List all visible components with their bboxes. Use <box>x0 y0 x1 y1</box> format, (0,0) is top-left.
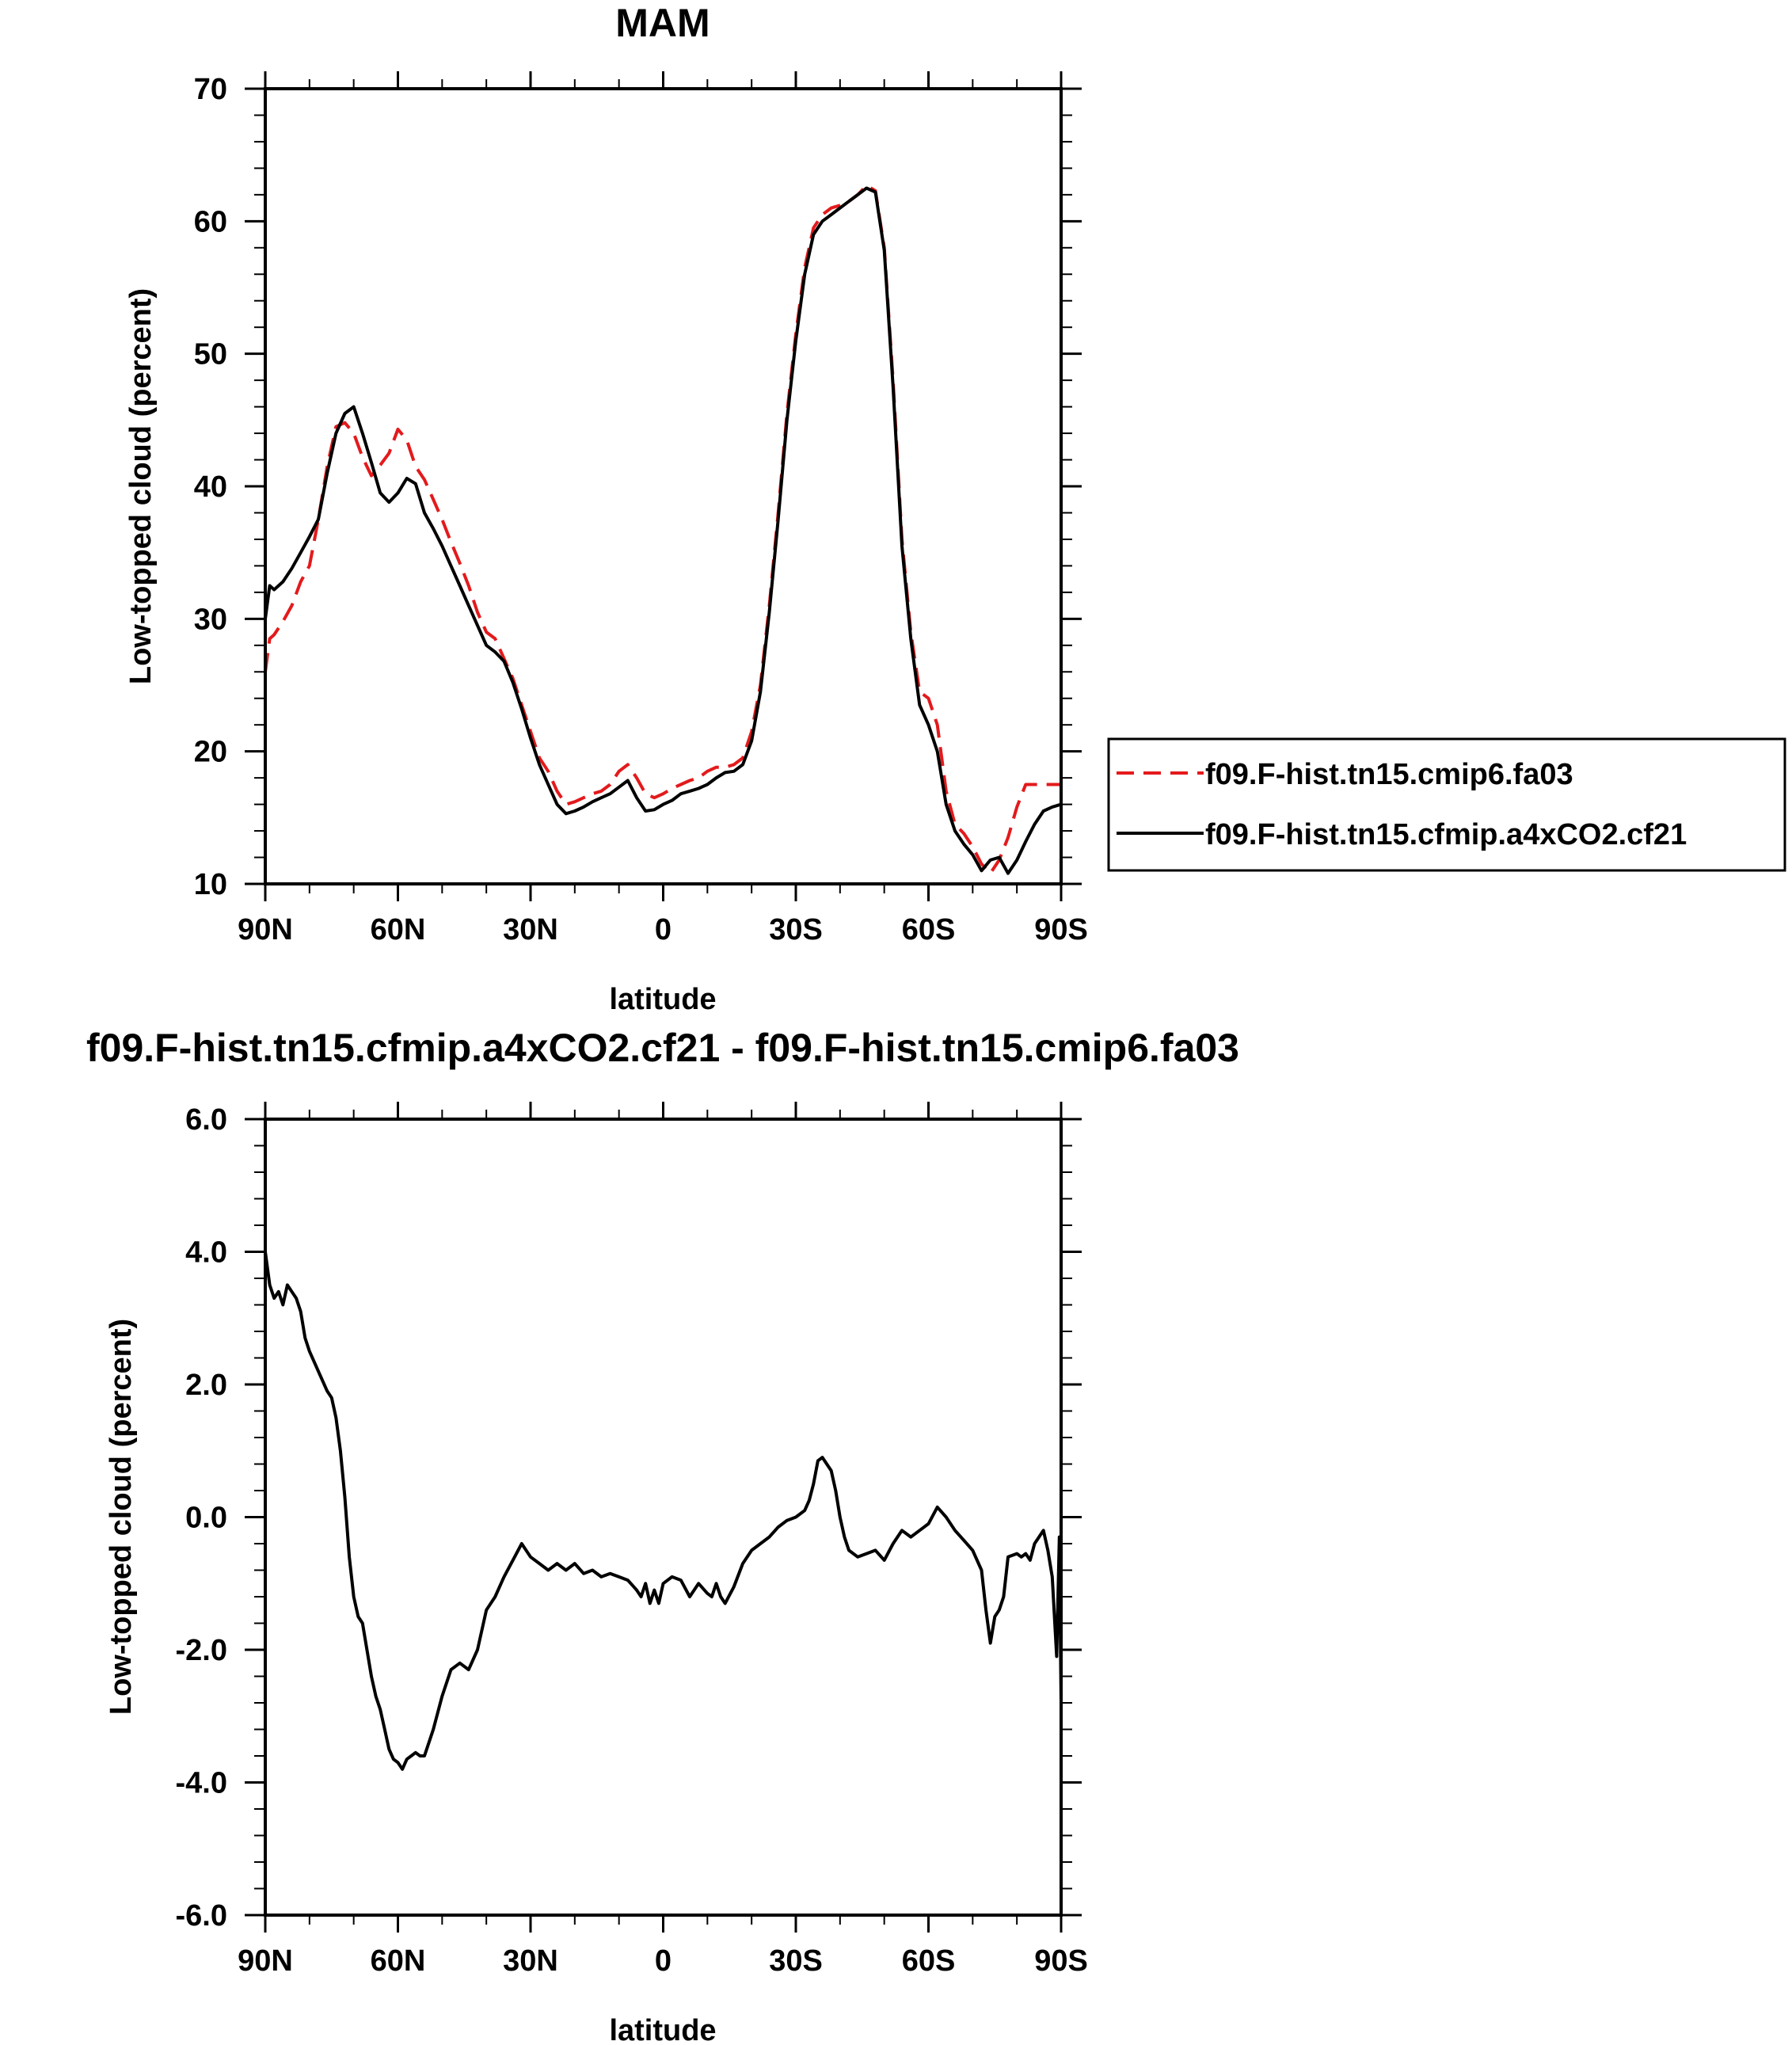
y-tick-label: 70 <box>194 73 227 106</box>
series-line-top-1 <box>264 186 1062 875</box>
y-tick-label: -2.0 <box>176 1634 227 1667</box>
legend-label-a4xco2: f09.F-hist.tn15.cfmip.a4xCO2.cf21 <box>1205 818 1687 851</box>
x-tick-label: 90N <box>238 1944 293 1978</box>
bottom-chart: f09.F-hist.tn15.cfmip.a4xCO2.cf21 - f09.… <box>86 1026 1239 2045</box>
top-chart-frame <box>264 87 1063 885</box>
top-chart-series <box>264 184 1062 875</box>
legend-frame <box>1107 737 1786 872</box>
top-chart-x-axis-label: latitude <box>609 983 716 1016</box>
bottom-chart-title: f09.F-hist.tn15.cfmip.a4xCO2.cf21 - f09.… <box>86 1026 1239 1070</box>
x-tick-label: 0 <box>655 913 672 946</box>
x-tick-label: 30S <box>769 1944 823 1978</box>
y-tick-label: 50 <box>194 338 227 371</box>
y-tick-label: 10 <box>194 868 227 901</box>
series-line-bottom-0 <box>264 1251 1063 1771</box>
x-tick-label: 30S <box>769 913 823 946</box>
y-tick-label: 20 <box>194 736 227 769</box>
series-line-top-0 <box>264 184 1061 875</box>
x-tick-label: 30N <box>503 913 558 946</box>
x-tick-label: 60N <box>371 1944 426 1978</box>
bottom-chart-y-axis-label: Low-topped cloud (percent) <box>105 1319 138 1715</box>
legend: f09.F-hist.tn15.cmip6.fa03 f09.F-hist.tn… <box>1107 737 1786 872</box>
y-tick-label: 0.0 <box>185 1502 227 1535</box>
bottom-chart-series <box>264 1251 1063 1771</box>
top-chart-ticks <box>245 71 1082 901</box>
bottom-chart-x-axis-label: latitude <box>609 2014 716 2045</box>
bottom-chart-ticks <box>245 1102 1082 1933</box>
legend-label-cmip6: f09.F-hist.tn15.cmip6.fa03 <box>1205 758 1573 791</box>
top-chart: MAM 90N 60N 30N 0 30S 60S 90S 10 20 30 40 50 60 70 l… <box>124 1 1088 1016</box>
y-tick-label: 4.0 <box>185 1236 227 1270</box>
x-tick-label: 0 <box>655 1944 672 1978</box>
x-tick-label: 90N <box>238 913 293 946</box>
y-tick-label: 6.0 <box>185 1103 227 1137</box>
y-tick-label: 2.0 <box>185 1369 227 1402</box>
x-tick-label: 30N <box>503 1944 558 1978</box>
y-tick-label: 30 <box>194 603 227 636</box>
top-chart-y-tick-labels: 10 20 30 40 50 60 70 <box>194 73 227 901</box>
bottom-chart-y-tick-labels: -6.0 -4.0 -2.0 0.0 2.0 4.0 6.0 <box>176 1103 227 1933</box>
y-tick-label: -4.0 <box>176 1767 227 1800</box>
x-tick-label: 90S <box>1034 1944 1088 1978</box>
x-tick-label: 60S <box>902 1944 956 1978</box>
x-tick-label: 60S <box>902 913 956 946</box>
y-tick-label: 60 <box>194 205 227 238</box>
x-tick-label: 60N <box>371 913 426 946</box>
y-tick-label: -6.0 <box>176 1899 227 1933</box>
top-chart-y-axis-label: Low-topped cloud (percent) <box>124 288 158 684</box>
y-tick-label: 40 <box>194 470 227 504</box>
x-tick-label: 90S <box>1034 913 1088 946</box>
top-chart-x-tick-labels: 90N 60N 30N 0 30S 60S 90S <box>238 913 1088 946</box>
top-chart-title: MAM <box>615 1 710 45</box>
bottom-chart-frame <box>264 1118 1063 1917</box>
bottom-chart-x-tick-labels: 90N 60N 30N 0 30S 60S 90S <box>238 1944 1088 1978</box>
